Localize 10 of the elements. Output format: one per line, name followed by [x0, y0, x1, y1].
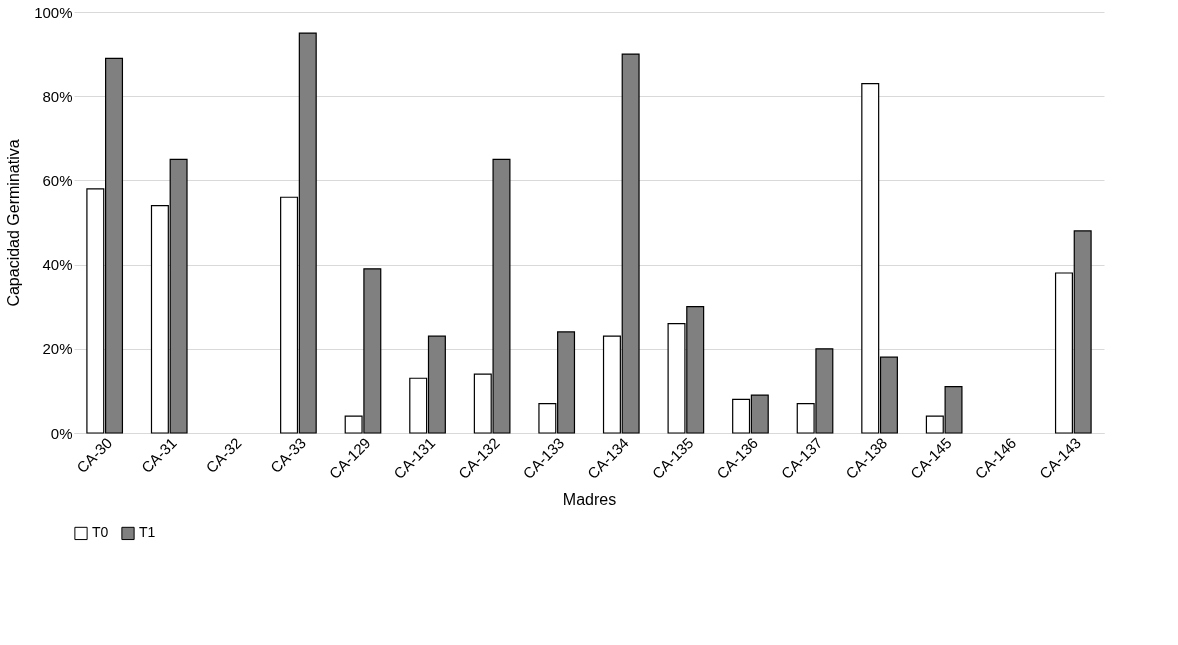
x-axis-title: Madres [562, 491, 617, 509]
y-tick-label: 100% [34, 3, 73, 21]
legend-label: T0 [92, 524, 109, 541]
y-tick-label: 40% [42, 256, 73, 274]
legend-label: T1 [139, 524, 156, 541]
y-tick-label: 0% [50, 424, 73, 442]
y-tick-label: 20% [42, 340, 73, 358]
y-tick-label: 60% [42, 171, 73, 189]
y-axis-title: Capacidad Germinativa [5, 139, 23, 307]
y-tick-label: 80% [42, 87, 73, 105]
